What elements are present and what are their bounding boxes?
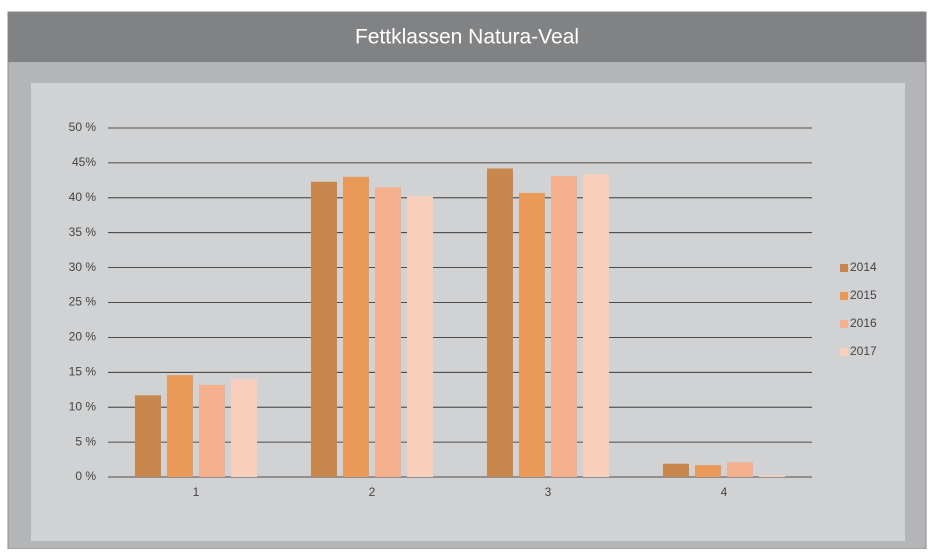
legend-swatch: [840, 348, 848, 356]
bar: [487, 168, 513, 477]
y-tick-label: 20 %: [69, 330, 97, 344]
bar: [551, 176, 577, 478]
y-tick-label: 30 %: [69, 260, 97, 274]
bar: [343, 176, 369, 478]
bar: [407, 196, 433, 478]
bar: [759, 475, 785, 477]
y-tick-label: 0 %: [75, 469, 96, 483]
y-tick-label: 15 %: [69, 364, 97, 378]
bar: [663, 463, 689, 477]
y-tick-label: 50 %: [69, 120, 97, 134]
bar: [231, 379, 257, 477]
legend-swatch: [840, 292, 848, 300]
y-tick-label: 10 %: [69, 399, 97, 413]
y-tick-label: 25 %: [69, 295, 97, 309]
legend-label: 2015: [850, 288, 877, 302]
bar: [375, 187, 401, 477]
y-tick-label: 40 %: [69, 190, 97, 204]
legend-label: 2017: [850, 344, 877, 358]
y-tick-label: 5 %: [75, 434, 96, 448]
legend-swatch: [840, 264, 848, 272]
bar: [167, 375, 193, 477]
y-tick-label: 45%: [72, 155, 96, 169]
x-tick-label: 1: [193, 485, 200, 499]
x-tick-label: 4: [721, 485, 728, 499]
header: [8, 12, 926, 62]
legend-swatch: [840, 320, 848, 328]
legend-label: 2016: [850, 316, 877, 330]
bar: [583, 174, 609, 477]
bar: [519, 192, 545, 477]
bar: [727, 462, 753, 477]
y-tick-label: 35 %: [69, 225, 97, 239]
inner-panel: [31, 83, 905, 541]
x-tick-label: 3: [545, 485, 552, 499]
x-tick-label: 2: [369, 485, 376, 499]
legend-label: 2014: [850, 260, 877, 274]
bar: [311, 181, 337, 477]
chart-title: Fettklassen Natura-Veal: [355, 26, 579, 49]
bar: [199, 384, 225, 477]
bar: [135, 395, 161, 477]
bar: [695, 465, 721, 477]
